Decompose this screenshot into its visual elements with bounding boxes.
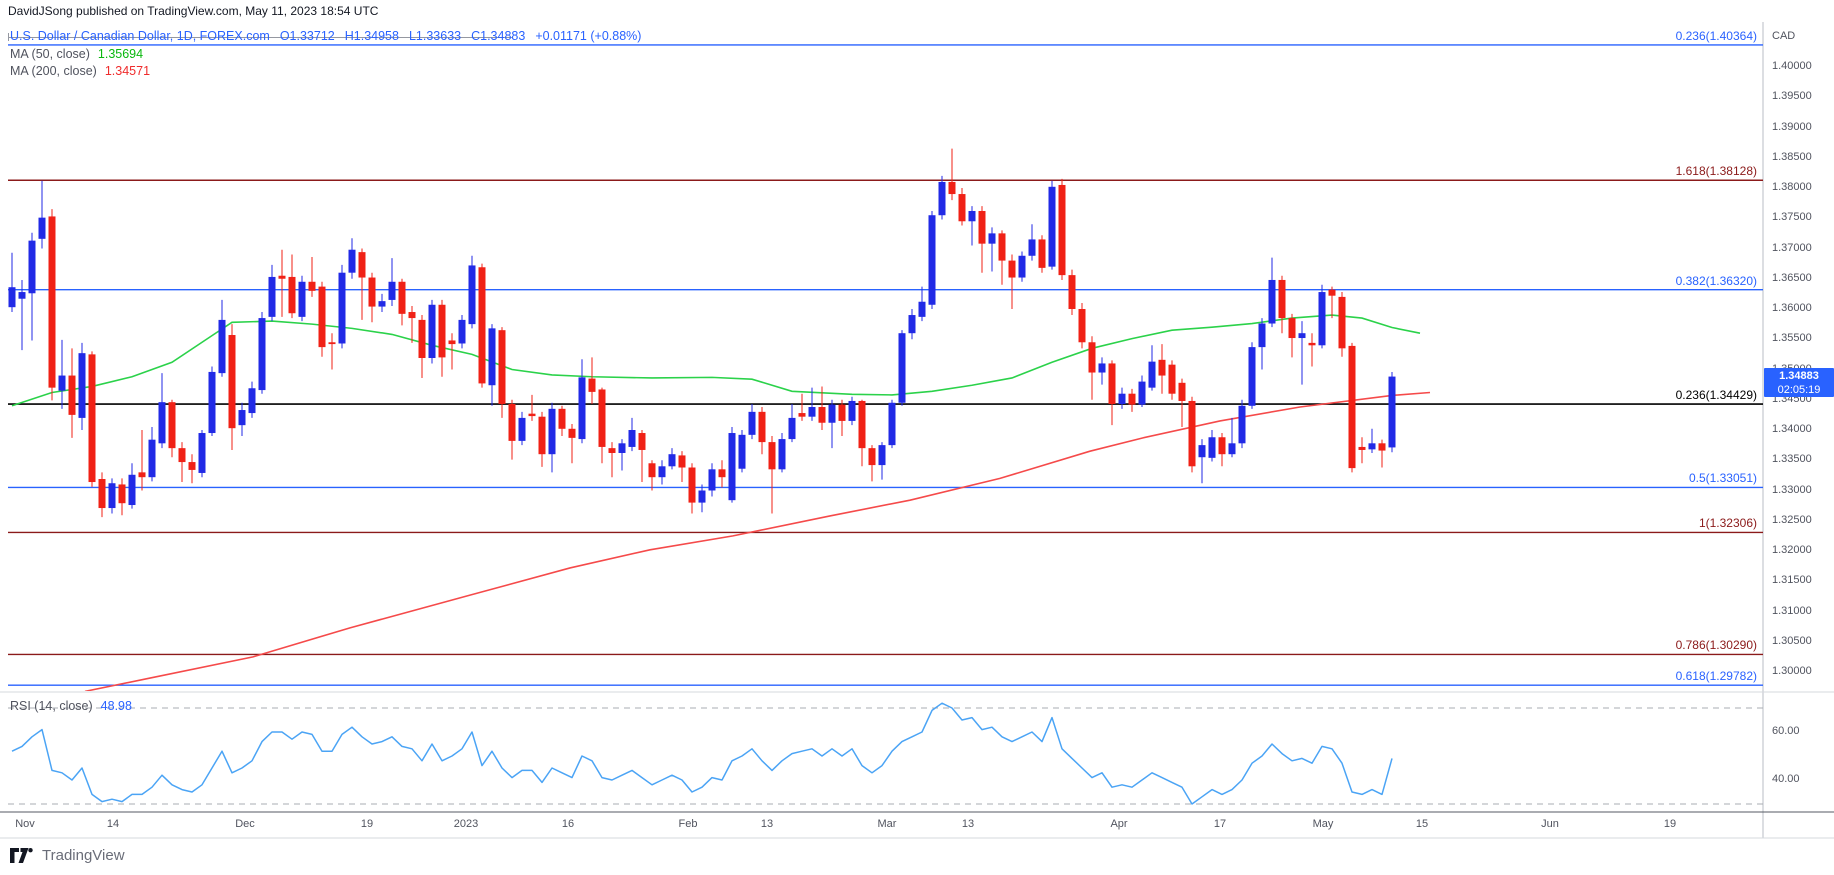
fib-level-label: 0.786(1.30290) [1675, 638, 1757, 653]
rsi-legend[interactable]: RSI (14, close) 48.98 [10, 699, 132, 713]
time-axis-tick: 19 [1663, 818, 1677, 830]
ohlc-low: L1.33633 [408, 29, 462, 43]
price-axis-tick: 1.30500 [1772, 634, 1812, 647]
last-price-value: 1.34883 [1779, 369, 1819, 382]
rsi-label: RSI (14, close) [10, 699, 93, 713]
price-axis-tick: 1.31500 [1772, 574, 1812, 587]
legend-strike-tick [8, 33, 9, 41]
ma200-label: MA (200, close) [10, 64, 97, 78]
fib-level-label: 1(1.32306) [1698, 516, 1757, 531]
time-axis-tick: 15 [1415, 818, 1429, 830]
tradingview-logo-text: TradingView [42, 847, 125, 864]
time-axis-tick: 13 [961, 818, 975, 830]
price-axis-tick: 1.33500 [1772, 453, 1812, 466]
price-axis-tick: 1.36500 [1772, 271, 1812, 284]
fib-level-label: 0.618(1.29782) [1675, 669, 1757, 684]
price-axis-tick: 1.38500 [1772, 150, 1812, 163]
price-axis-tick: 1.31000 [1772, 604, 1812, 617]
ohlc-open: O1.33712 [279, 29, 335, 43]
time-axis-tick: 14 [106, 818, 120, 830]
rsi-line [11, 702, 1393, 805]
time-axis-tick: 2023 [453, 818, 479, 830]
symbol-title[interactable]: U.S. Dollar / Canadian Dollar, 1D, FOREX… [10, 29, 270, 43]
ohlc-high: H1.34958 [344, 29, 399, 43]
rsi-axis-tick: 60.00 [1772, 725, 1800, 737]
price-axis-tick: 1.37500 [1772, 211, 1812, 224]
ma200-legend[interactable]: MA (200, close) 1.34571 [10, 64, 150, 78]
ohlc-close: C1.34883 [471, 29, 526, 43]
price-axis-tick: 1.35500 [1772, 332, 1812, 345]
published-header: DavidJSong published on TradingView.com,… [8, 4, 379, 18]
time-axis-tick: May [1312, 818, 1334, 830]
time-axis-tick: Nov [15, 818, 35, 830]
ma50-legend[interactable]: MA (50, close) 1.35694 [10, 47, 143, 61]
candles-layer [8, 148, 1396, 518]
time-axis-tick: 16 [561, 818, 575, 830]
symbol-legend-row[interactable]: U.S. Dollar / Canadian Dollar, 1D, FOREX… [10, 29, 651, 43]
fib-level-label: 0.5(1.33051) [1688, 471, 1757, 486]
last-price-tag: 1.34883 02:05:19 [1764, 367, 1834, 397]
time-axis-tick: Feb [678, 818, 698, 830]
price-axis-tick: 1.39500 [1772, 90, 1812, 103]
time-axis-tick: 13 [760, 818, 774, 830]
time-axis-tick: Apr [1110, 818, 1128, 830]
fib-level-label: 0.236(1.34429) [1675, 388, 1757, 403]
price-axis-tick: 1.39000 [1772, 120, 1812, 133]
rsi-axis-tick: 40.00 [1772, 773, 1800, 785]
time-axis-tick: 17 [1213, 818, 1227, 830]
price-axis-tick: 1.40000 [1772, 60, 1812, 72]
fib-level-label: 0.382(1.36320) [1675, 273, 1757, 288]
bar-countdown: 02:05:19 [1777, 383, 1821, 396]
price-axis-tick: 1.36000 [1772, 302, 1812, 314]
tradingview-logo-icon [10, 848, 33, 863]
time-axis-tick: Mar [877, 818, 897, 830]
ma50-value: 1.35694 [97, 47, 144, 61]
tradingview-branding[interactable]: TradingView [10, 847, 125, 864]
fib-level-label: 0.236(1.40364) [1675, 28, 1757, 43]
price-axis-tick: 1.38000 [1772, 181, 1812, 193]
price-axis-tick: 1.32000 [1772, 544, 1812, 556]
ohlc-change: +0.01171 (+0.88%) [535, 29, 642, 43]
time-axis-tick: Dec [235, 818, 255, 830]
ma50-label: MA (50, close) [10, 47, 90, 61]
legend-strike-line [8, 37, 512, 38]
price-axis-currency: CAD [1772, 30, 1796, 42]
fib-level-label: 1.618(1.38128) [1675, 164, 1757, 179]
time-axis-tick: Jun [1541, 818, 1559, 830]
time-axis-tick: 19 [360, 818, 374, 830]
price-axis-tick: 1.37000 [1772, 241, 1812, 254]
price-axis-tick: 1.30000 [1772, 665, 1812, 677]
rsi-value: 48.98 [100, 699, 132, 713]
price-axis-tick: 1.34000 [1772, 423, 1812, 435]
price-axis-tick: 1.32500 [1772, 513, 1812, 526]
ma200-value: 1.34571 [104, 64, 151, 78]
symbol-legend[interactable]: U.S. Dollar / Canadian Dollar, 1D, FOREX… [10, 29, 651, 43]
price-axis-tick: 1.33000 [1772, 483, 1812, 496]
